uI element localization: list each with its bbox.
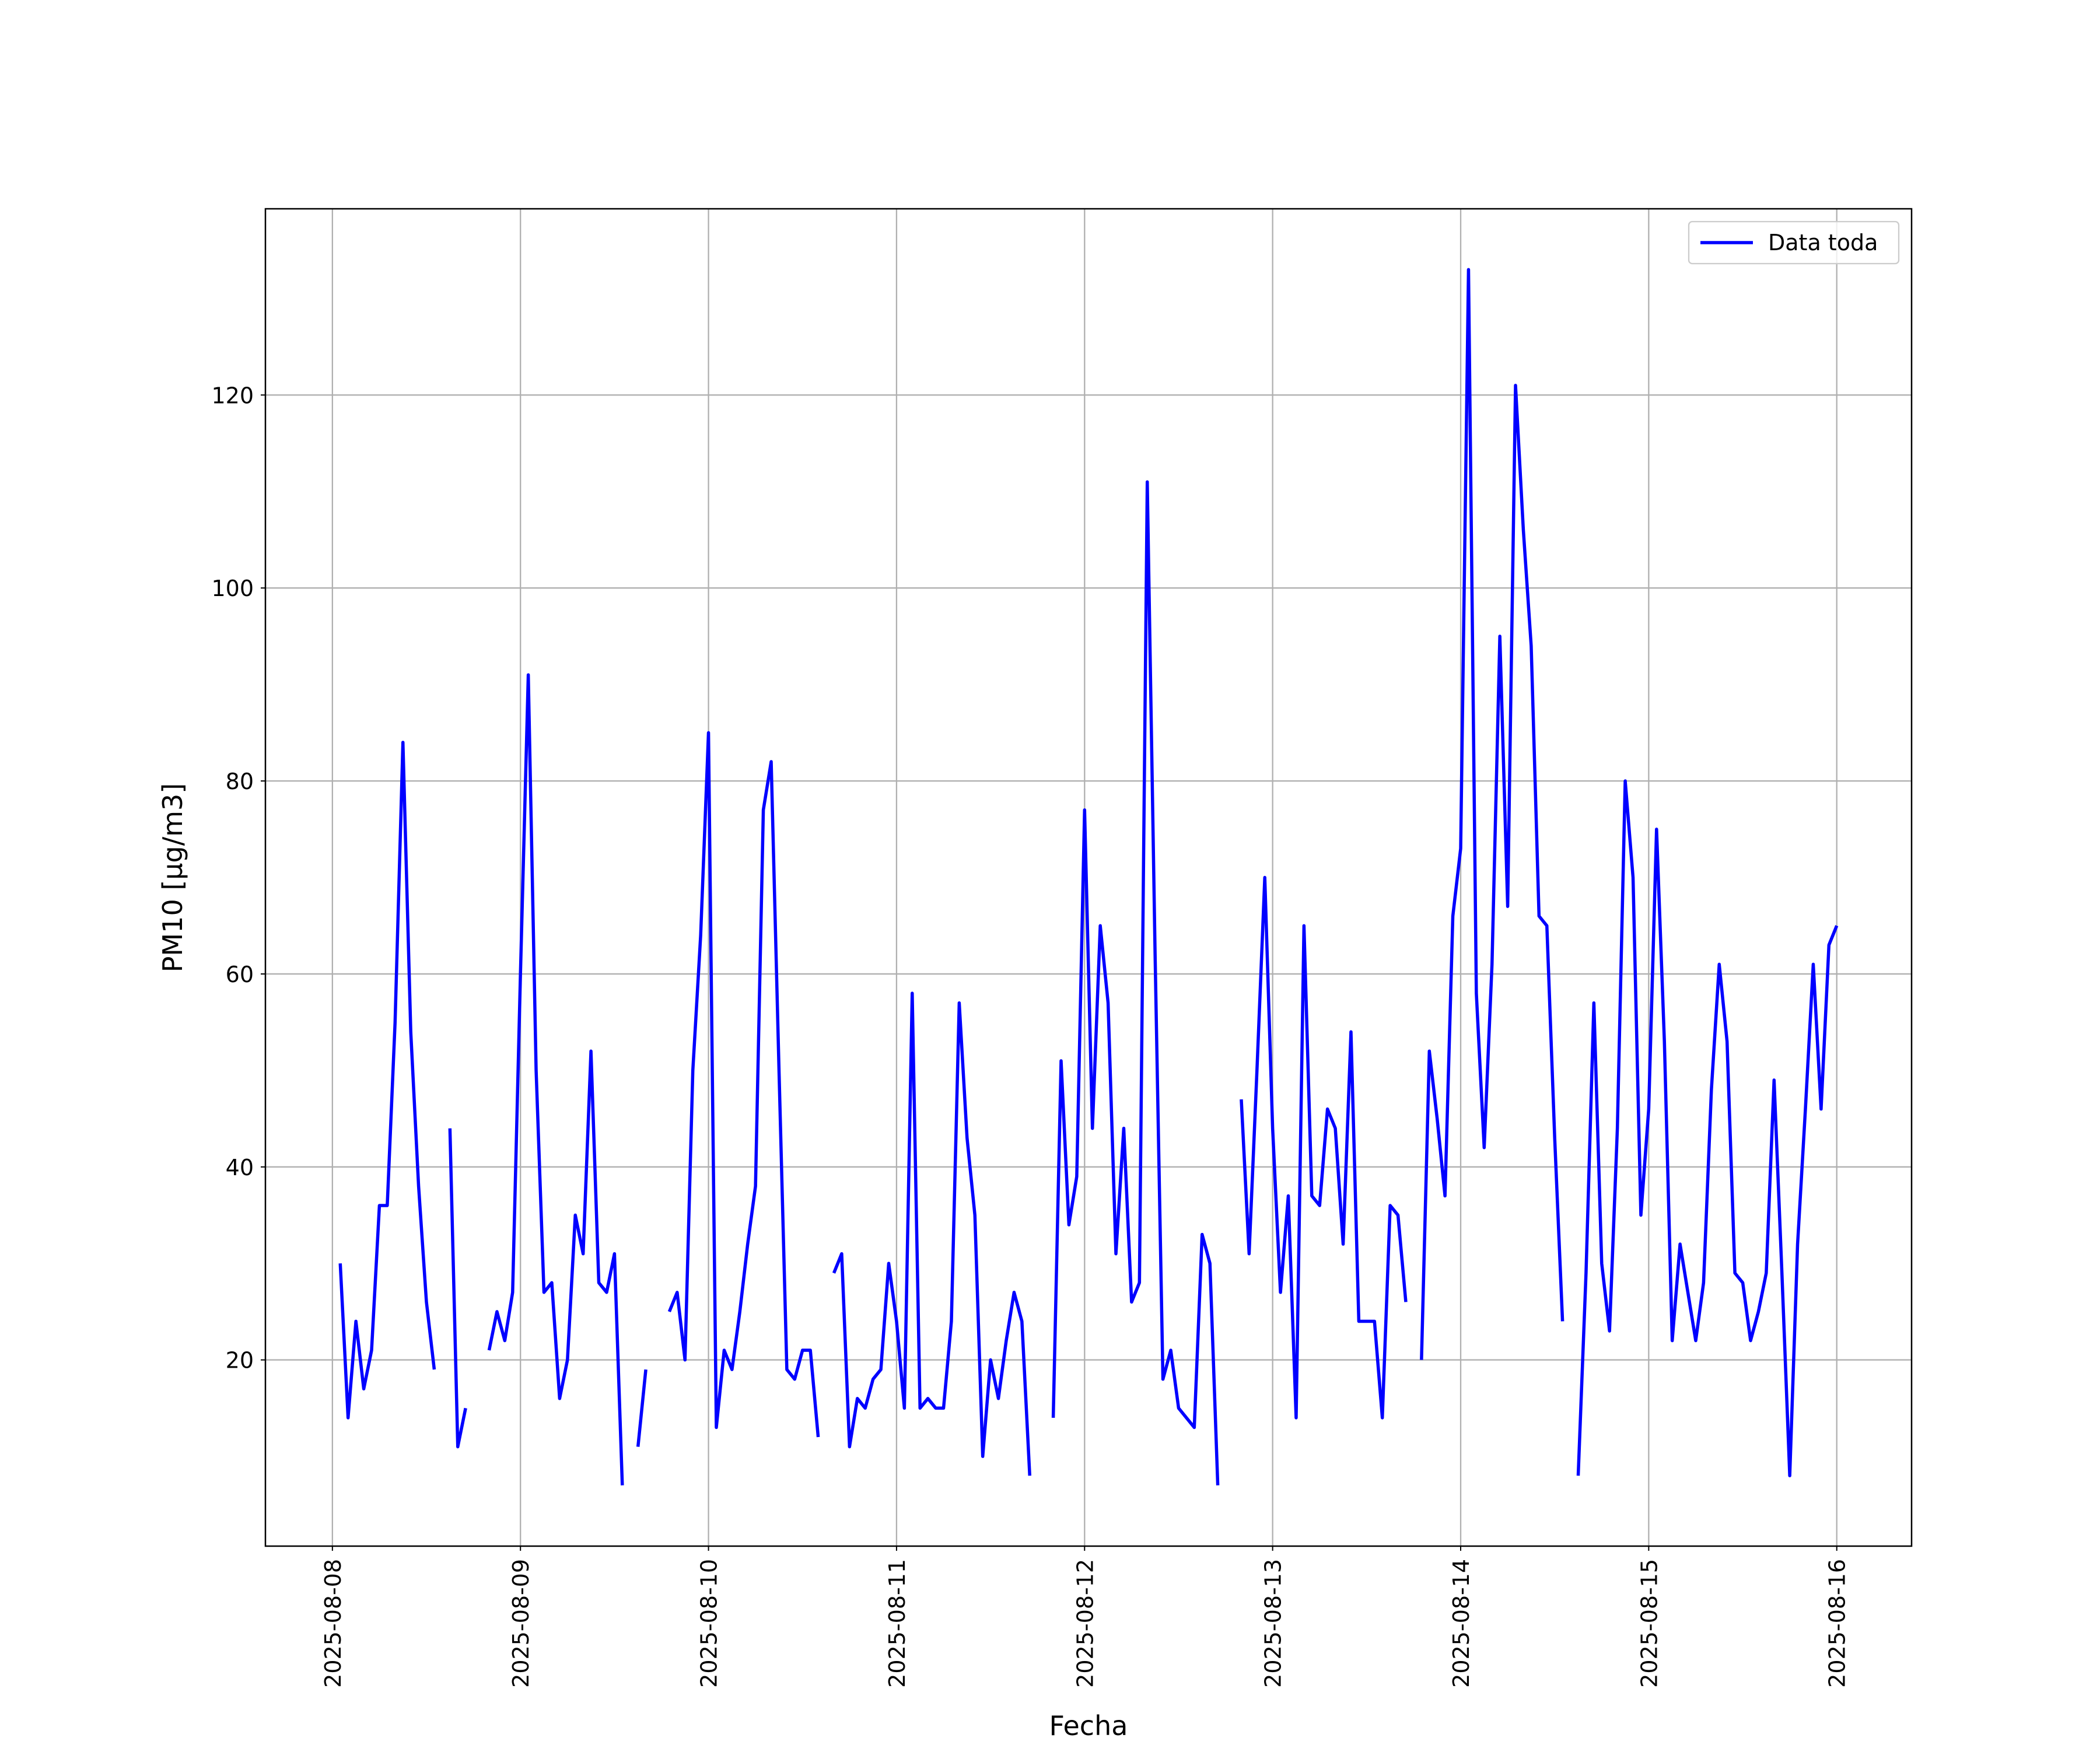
legend-label: Data toda bbox=[1768, 230, 1878, 255]
x-tick-label: 2025-08-12 bbox=[1072, 1559, 1098, 1688]
x-tick-label: 2025-08-16 bbox=[1825, 1559, 1850, 1688]
x-axis-label: Fecha bbox=[1049, 1710, 1128, 1742]
y-tick-label: 100 bbox=[211, 576, 254, 601]
plot-frame bbox=[264, 208, 1913, 1547]
legend: Data toda bbox=[1688, 220, 1900, 265]
data-line bbox=[338, 268, 1839, 1485]
y-tick-label: 40 bbox=[226, 1155, 254, 1180]
y-axis-label: PM10 [μg/m3] bbox=[157, 783, 188, 973]
x-tick-label: 2025-08-14 bbox=[1448, 1559, 1474, 1688]
y-tick-label: 60 bbox=[226, 962, 254, 987]
x-tick-label: 2025-08-10 bbox=[696, 1559, 722, 1688]
y-tick-label: 120 bbox=[211, 383, 254, 408]
y-tick-label: 20 bbox=[226, 1348, 254, 1373]
x-tick-label: 2025-08-15 bbox=[1636, 1559, 1662, 1688]
x-tick-label: 2025-08-11 bbox=[884, 1559, 910, 1688]
legend-box bbox=[1688, 220, 1900, 265]
x-tick-label: 2025-08-13 bbox=[1261, 1559, 1286, 1688]
x-tick-label: 2025-08-08 bbox=[320, 1559, 346, 1688]
y-tick-label: 80 bbox=[226, 769, 254, 794]
x-tick-label: 2025-08-09 bbox=[508, 1559, 534, 1688]
